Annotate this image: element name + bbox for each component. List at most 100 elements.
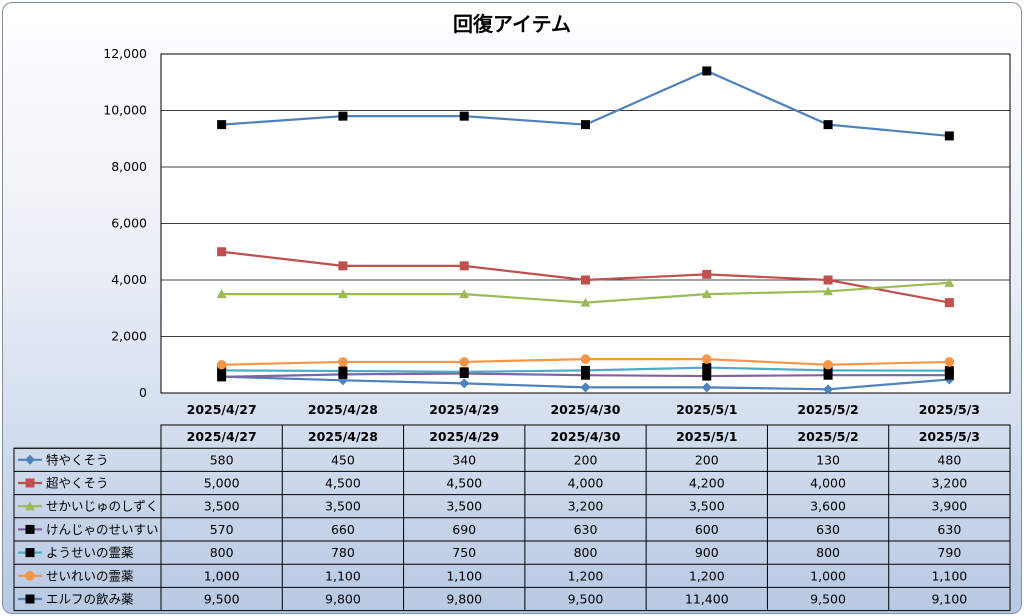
table-cell: 630: [937, 522, 961, 537]
x-tick-label: 2025/5/3: [919, 402, 980, 417]
data-point: [823, 370, 833, 380]
legend-key-marker: [25, 501, 35, 511]
legend-label: けんじゃのせいすい: [46, 522, 159, 537]
table-cell: 4,000: [810, 476, 846, 491]
data-point: [459, 261, 469, 271]
data-point: [216, 359, 227, 370]
data-point: [701, 382, 712, 393]
data-point: [823, 286, 834, 296]
series-6: [217, 66, 954, 141]
legend-key: [18, 478, 42, 488]
series-5: [216, 354, 955, 370]
table-cell: 480: [937, 452, 961, 467]
data-point: [944, 370, 954, 380]
table-cell: 570: [210, 522, 234, 537]
table-cell: 200: [574, 452, 598, 467]
data-point: [580, 354, 591, 364]
y-tick-label: 0: [139, 385, 147, 400]
data-point: [701, 289, 712, 299]
data-point: [459, 289, 470, 299]
table-cell: 1,200: [568, 568, 604, 583]
series-1: [217, 247, 954, 308]
table-cell: 600: [695, 522, 719, 537]
table-cell: 800: [816, 545, 840, 560]
y-tick-label: 12,000: [103, 46, 147, 61]
table-cell: 1,000: [204, 568, 240, 583]
table-cell: 3,500: [204, 499, 240, 514]
table-cell: 3,500: [446, 499, 482, 514]
table-cell: 4,200: [689, 476, 725, 491]
legend-label: 超やくそう: [46, 476, 109, 491]
table-header-cell: 2025/4/30: [550, 429, 620, 444]
y-tick-label: 2,000: [111, 329, 147, 344]
data-point: [459, 111, 469, 121]
series-2: [216, 277, 955, 307]
table-cell: 3,900: [931, 499, 967, 514]
table-header-cell: 2025/5/2: [797, 429, 858, 444]
table-header-cell: 2025/4/29: [429, 429, 499, 444]
x-tick-label: 2025/5/1: [676, 402, 737, 417]
table-cell: 11,400: [685, 592, 729, 607]
data-point: [702, 363, 712, 373]
data-point: [216, 289, 227, 299]
table-cell: 1,100: [446, 568, 482, 583]
series-4: [217, 363, 954, 377]
data-point: [581, 370, 590, 380]
data-point: [823, 365, 833, 375]
chart-title: 回復アイテム: [453, 12, 571, 36]
data-point: [581, 275, 590, 285]
data-point: [217, 120, 227, 130]
data-point: [823, 120, 833, 130]
table-cell: 3,200: [931, 476, 967, 491]
table-cell: 1,200: [689, 568, 725, 583]
data-point: [580, 382, 591, 393]
x-tick-label: 2025/4/28: [308, 402, 378, 417]
legend-key-marker: [25, 478, 35, 488]
table-header-cell: 2025/5/3: [919, 429, 980, 444]
table-header-cell: 2025/4/27: [187, 429, 257, 444]
table-header-cell: 2025/5/1: [676, 429, 737, 444]
data-point: [823, 384, 834, 395]
data-point: [702, 371, 712, 381]
legend-label: せいれいの霊薬: [46, 568, 134, 583]
legend-key-marker: [25, 571, 35, 581]
table-cell: 3,500: [689, 499, 725, 514]
table-cell: 800: [210, 545, 234, 560]
legend-key-marker: [25, 594, 35, 604]
legend-key: [18, 524, 42, 534]
data-point: [944, 366, 954, 376]
table-cell: 3,600: [810, 499, 846, 514]
data-point: [338, 261, 348, 271]
y-tick-label: 6,000: [111, 216, 147, 231]
x-tick-label: 2025/4/27: [187, 402, 257, 417]
legend-key: [18, 501, 42, 511]
legend-key-marker: [25, 524, 35, 534]
data-point: [944, 357, 955, 367]
table-cell: 9,800: [446, 592, 482, 607]
legend-label: ようせいの霊薬: [46, 545, 134, 560]
table-cell: 1,000: [810, 568, 846, 583]
y-tick-label: 8,000: [111, 159, 147, 174]
table-cell: 340: [452, 452, 476, 467]
legend-key-marker: [25, 548, 35, 558]
table-cell: 9,500: [568, 592, 604, 607]
table-cell: 630: [816, 522, 840, 537]
data-point: [338, 357, 348, 367]
data-point: [580, 297, 591, 307]
table-cell: 630: [574, 522, 598, 537]
table-cell: 200: [695, 452, 719, 467]
data-point: [944, 298, 954, 308]
y-tick-label: 4,000: [111, 272, 147, 287]
table-cell: 5,000: [204, 476, 240, 491]
table-cell: 750: [452, 545, 476, 560]
table-cell: 660: [331, 522, 355, 537]
table-cell: 4,500: [446, 476, 482, 491]
data-point: [702, 269, 712, 279]
data-point: [702, 66, 712, 76]
x-tick-label: 2025/4/30: [550, 402, 620, 417]
table-cell: 580: [210, 452, 234, 467]
data-point: [337, 289, 348, 299]
table-cell: 690: [452, 522, 476, 537]
table-cell: 4,500: [325, 476, 361, 491]
table-cell: 450: [331, 452, 355, 467]
